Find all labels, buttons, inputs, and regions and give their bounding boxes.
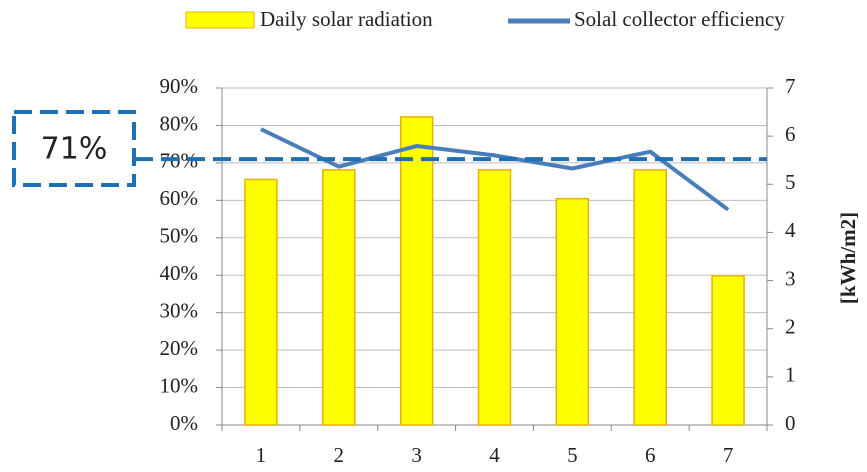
y-tick-label: 50%: [160, 224, 199, 248]
y2-tick-label: 0: [785, 411, 796, 435]
bar: [244, 178, 278, 426]
y2-tick-label: 7: [785, 74, 796, 98]
y-tick-label: 80%: [160, 111, 199, 135]
y-tick-label: 90%: [160, 74, 199, 98]
y-tick-label: 0%: [170, 411, 198, 435]
y2-tick-label: 4: [785, 218, 796, 242]
annotation-box: [12, 110, 136, 187]
annotation-label: 71%: [41, 132, 108, 167]
y2-tick-label: 6: [785, 122, 796, 146]
bar: [477, 169, 512, 426]
y-tick-label: 40%: [160, 261, 199, 285]
x-tick-label: 1: [256, 443, 267, 467]
y2-tick-label: 1: [785, 363, 796, 387]
y-tick-label: 10%: [160, 373, 199, 397]
x-tick-label: 6: [645, 443, 656, 467]
y2-tick-label: 3: [785, 266, 796, 290]
y-tick-label: 60%: [160, 186, 199, 210]
y-tick-label: 20%: [160, 336, 199, 360]
legend-swatch: [185, 11, 255, 29]
bar: [711, 275, 745, 426]
bar: [555, 197, 590, 426]
x-tick-label: 3: [411, 443, 422, 467]
y2-tick-label: 5: [785, 170, 796, 194]
bar: [633, 169, 667, 426]
y2-axis-title: [kWh/m2]: [836, 212, 860, 304]
legend-label: Daily solar radiation: [260, 7, 433, 31]
bar: [322, 169, 356, 426]
y2-tick-label: 2: [785, 315, 796, 339]
bar: [399, 116, 434, 426]
x-tick-label: 2: [334, 443, 345, 467]
line-series: [260, 127, 730, 212]
x-tick-label: 4: [489, 443, 500, 467]
x-tick-label: 7: [723, 443, 734, 467]
y-tick-label: 30%: [160, 298, 199, 322]
legend-label: Solal collector efficiency: [574, 7, 785, 31]
x-tick-label: 5: [567, 443, 578, 467]
